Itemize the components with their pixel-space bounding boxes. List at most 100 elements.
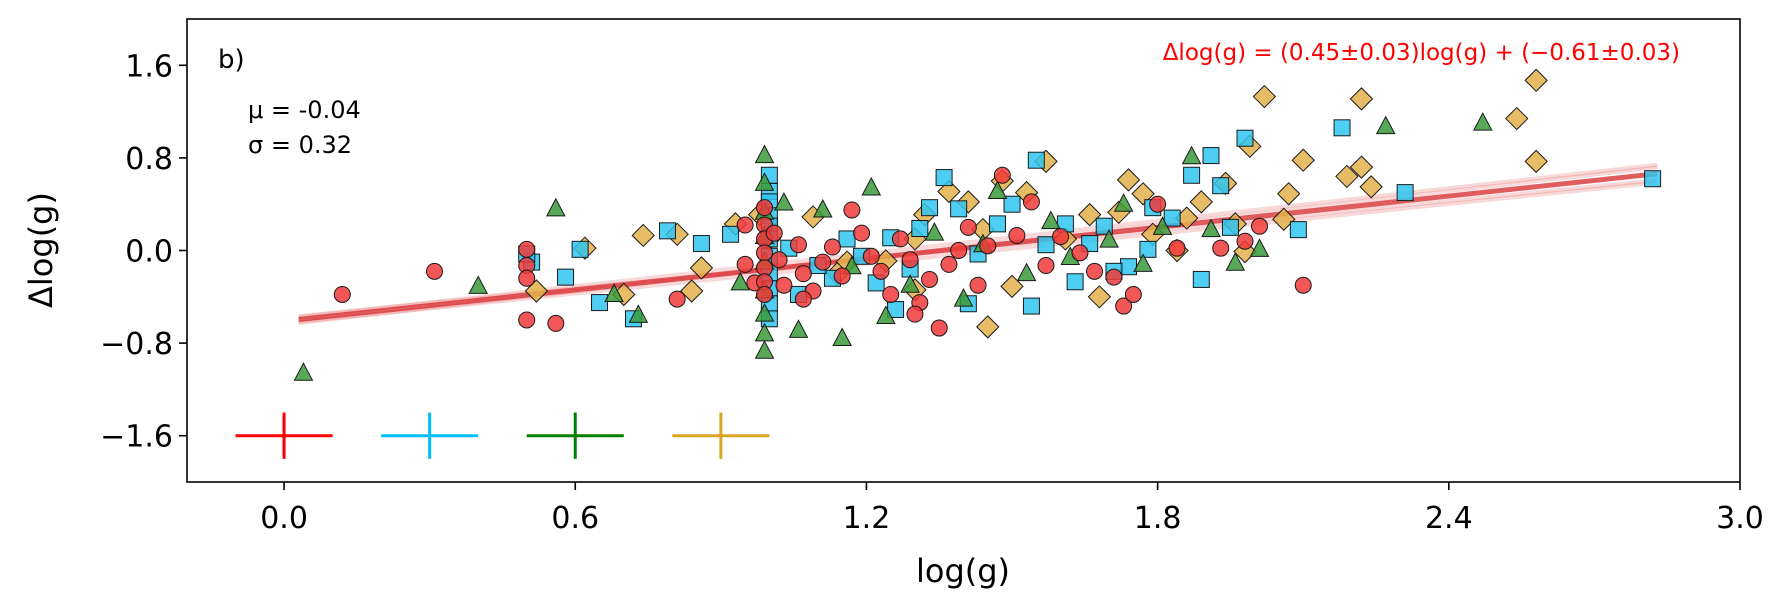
data-point-red: [1105, 268, 1123, 286]
data-point-gold: [1077, 202, 1102, 227]
data-point-green: [987, 180, 1008, 199]
data-point-cyan: [1221, 218, 1239, 236]
data-point-red: [901, 251, 919, 269]
data-point-red: [940, 255, 958, 273]
data-point-cyan: [1396, 184, 1414, 202]
y-tick-label: −0.8: [100, 327, 173, 362]
data-point-red: [969, 276, 987, 294]
data-point-green: [1201, 218, 1221, 238]
data-point-cyan: [692, 235, 710, 253]
data-point-gold: [1349, 87, 1374, 111]
data-point-gold: [1335, 164, 1359, 189]
data-point-green: [754, 303, 775, 322]
data-point-red: [814, 253, 832, 271]
data-point-gold: [1276, 182, 1301, 206]
data-point-red: [765, 224, 783, 242]
data-point-red: [1008, 226, 1026, 244]
data-point-green: [754, 340, 775, 359]
x-tick-label: 0.6: [551, 501, 599, 536]
data-point-red: [547, 314, 565, 332]
data-point-red: [1071, 244, 1089, 262]
data-point-red: [906, 305, 924, 323]
data-point-red: [1052, 228, 1070, 246]
x-axis-ticks: 0.0 0.6 1.2 1.8 2.4 3.0: [260, 482, 1764, 536]
x-axis-label: log(g): [916, 552, 1010, 590]
data-point-cyan: [1183, 166, 1201, 184]
data-point-cyan: [1095, 217, 1113, 235]
x-tick-label: 1.2: [843, 501, 891, 536]
data-point-cyan: [1066, 273, 1084, 291]
data-point-red: [862, 247, 880, 265]
x-tick-label: 2.4: [1425, 501, 1473, 536]
y-axis-ticks: −1.6 −0.8 0.0 0.8 1.6: [100, 49, 187, 455]
data-point-red: [756, 244, 774, 262]
data-point-green: [754, 172, 775, 191]
data-point-green: [812, 198, 833, 218]
data-point-gold: [1291, 148, 1315, 172]
data-point-cyan: [1333, 119, 1351, 137]
data-point-red: [770, 251, 788, 269]
data-point-red: [1022, 193, 1040, 211]
data-point-gold: [1272, 207, 1296, 231]
data-point-red: [853, 224, 871, 242]
data-point-cyan: [1003, 195, 1021, 213]
data-point-cyan: [935, 169, 953, 187]
data-point-red: [1115, 297, 1133, 315]
data-point-red: [1168, 239, 1186, 257]
data-point-cyan: [571, 240, 589, 258]
data-point-cyan: [988, 215, 1006, 233]
data-point-red: [950, 242, 968, 259]
data-point-red: [756, 199, 774, 217]
data-point-green: [953, 288, 974, 307]
data-point-red: [833, 267, 851, 285]
data-point-red: [518, 311, 536, 329]
data-point-cyan: [557, 268, 575, 286]
data-point-red: [426, 262, 444, 280]
data-point-red: [1149, 195, 1167, 213]
data-point-cyan: [1192, 270, 1210, 288]
data-point-green: [1472, 112, 1493, 131]
y-tick-label: −1.6: [100, 420, 173, 455]
data-point-red: [891, 230, 909, 248]
data-point-red: [1236, 232, 1254, 250]
data-point-gold: [680, 279, 704, 303]
data-point-green: [1152, 216, 1173, 235]
data-point-red: [794, 265, 812, 283]
data-point-red: [930, 319, 948, 337]
data-point-red: [1086, 262, 1104, 280]
data-point-green: [730, 271, 751, 291]
data-point-cyan: [1163, 209, 1181, 227]
data-point-green: [1375, 115, 1396, 135]
data-point-red: [882, 285, 900, 303]
data-point-gold: [1359, 175, 1383, 199]
data-point-cyan: [591, 294, 609, 312]
error-bar-green: [526, 412, 624, 459]
data-point-green: [924, 222, 945, 241]
data-point-red: [736, 255, 754, 273]
data-point-gold: [1349, 155, 1374, 179]
data-point-red: [333, 285, 351, 303]
data-point-cyan: [1289, 221, 1307, 239]
series-red: [333, 166, 1312, 337]
data-point-green: [788, 319, 809, 338]
data-point-cyan: [1022, 297, 1040, 315]
data-point-green: [468, 275, 489, 294]
data-point-red: [736, 216, 754, 234]
data-point-cyan: [838, 230, 856, 248]
data-point-cyan: [722, 225, 740, 243]
data-point-green: [861, 176, 882, 196]
y-tick-label: 1.6: [125, 49, 173, 84]
data-point-green: [1099, 229, 1119, 248]
data-point-gold: [1116, 168, 1141, 192]
data-point-green: [1181, 145, 1202, 165]
data-point-green: [1133, 253, 1153, 272]
data-point-green: [293, 362, 314, 381]
data-point-red: [1037, 257, 1055, 275]
y-axis-label: Δlog(g): [22, 192, 60, 308]
data-point-red: [1294, 276, 1312, 294]
data-point-cyan: [950, 200, 968, 218]
data-point-red: [993, 166, 1011, 184]
data-point-cyan: [1139, 240, 1157, 258]
data-point-cyan: [1202, 147, 1220, 165]
